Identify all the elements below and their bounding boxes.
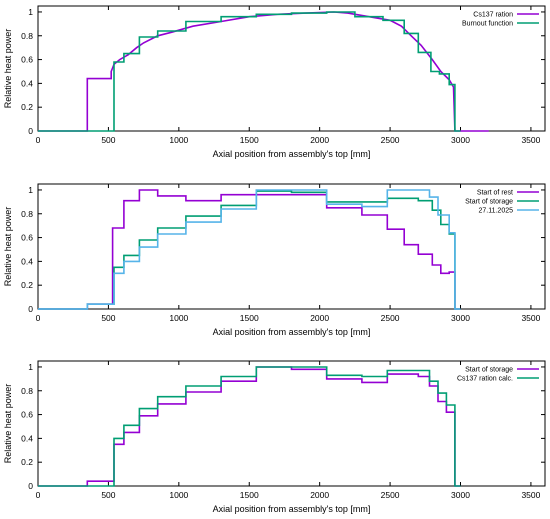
x-tick-label: 2500 (381, 490, 400, 500)
x-tick-label: 2500 (381, 313, 400, 323)
legend-label-2: Burnout function (462, 21, 513, 28)
legend-label-1: Start of storage (465, 367, 513, 374)
series-line-2 (38, 366, 461, 487)
x-tick-label: 2000 (310, 490, 329, 500)
series-line-2 (38, 11, 461, 132)
y-tick-label: 0.8 (21, 386, 33, 396)
x-tick-label: 3000 (451, 135, 470, 145)
chart-panel-2: 0 500 1000 1500 2000 2500 3000 3500 0 0.2 0.4 0.6 0.… (3, 183, 546, 337)
legend-label-2: Cs137 ration calc. (457, 376, 513, 383)
x-tick-label: 1000 (169, 135, 188, 145)
plot-frame (37, 360, 546, 487)
legend-label-2: Start of storage (465, 199, 513, 206)
series-line-1 (38, 11, 489, 132)
y-tick-label: 0.2 (21, 280, 33, 290)
series-line-1 (38, 189, 461, 310)
x-tick-label: 0 (36, 490, 41, 500)
x-tick-label: 1000 (169, 313, 188, 323)
x-tick-label: 500 (101, 313, 115, 323)
y-tick-label: 0.4 (21, 256, 33, 266)
x-tick-label: 2500 (381, 135, 400, 145)
x-tick-label: 1500 (240, 490, 259, 500)
x-tick-label: 1500 (240, 135, 259, 145)
y-tick-label: 1 (28, 362, 33, 372)
y-tick-label: 0.4 (21, 78, 33, 88)
y-tick-label: 0.6 (21, 55, 33, 65)
x-axis-title: Axial position from assembly's top [mm] (213, 327, 371, 337)
x-tick-label: 1500 (240, 313, 259, 323)
plot-frame (37, 5, 546, 132)
y-axis-title: Relative heat power (3, 384, 13, 464)
chart-panel-1: 0 500 1000 1500 2000 2500 3000 3500 0 0.2 0.4 0.6 0.… (3, 5, 546, 159)
y-tick-label: 0 (28, 304, 33, 314)
x-tick-label: 3500 (521, 135, 540, 145)
y-tick-label: 0.4 (21, 433, 33, 443)
x-tick-label: 0 (36, 313, 41, 323)
legend-label-3: 27.11.2025 (478, 208, 513, 215)
x-tick-label: 1000 (169, 490, 188, 500)
x-tick-label: 3000 (451, 490, 470, 500)
x-axis-title: Axial position from assembly's top [mm] (213, 149, 371, 159)
y-tick-label: 0.2 (21, 457, 33, 467)
x-tick-label: 2000 (310, 135, 329, 145)
y-tick-label: 0.8 (21, 31, 33, 41)
y-tick-label: 0 (28, 126, 33, 136)
x-tick-label: 3000 (451, 313, 470, 323)
legend-label-1: Cs137 ration (473, 12, 513, 19)
y-tick-label: 0.8 (21, 209, 33, 219)
y-axis-title: Relative heat power (3, 29, 13, 109)
x-tick-label: 0 (36, 135, 41, 145)
y-tick-label: 1 (28, 185, 33, 195)
legend-label-1: Start of rest (477, 190, 513, 197)
y-tick-label: 0.2 (21, 102, 33, 112)
y-axis-title: Relative heat power (3, 207, 13, 287)
chart-panel-3: 0 500 1000 1500 2000 2500 3000 3500 0 0.2 0.4 0.6 0.… (3, 360, 546, 514)
x-tick-label: 3500 (521, 313, 540, 323)
x-tick-label: 500 (101, 490, 115, 500)
y-tick-label: 0.6 (21, 233, 33, 243)
y-tick-label: 1 (28, 7, 33, 17)
y-tick-label: 0 (28, 481, 33, 491)
series-line-1 (38, 366, 461, 487)
x-axis-title: Axial position from assembly's top [mm] (213, 504, 371, 514)
x-tick-label: 3500 (521, 490, 540, 500)
y-tick-label: 0.6 (21, 410, 33, 420)
plot-frame (37, 183, 546, 310)
x-tick-label: 500 (101, 135, 115, 145)
series-line-3 (38, 189, 461, 310)
x-tick-label: 2000 (310, 313, 329, 323)
